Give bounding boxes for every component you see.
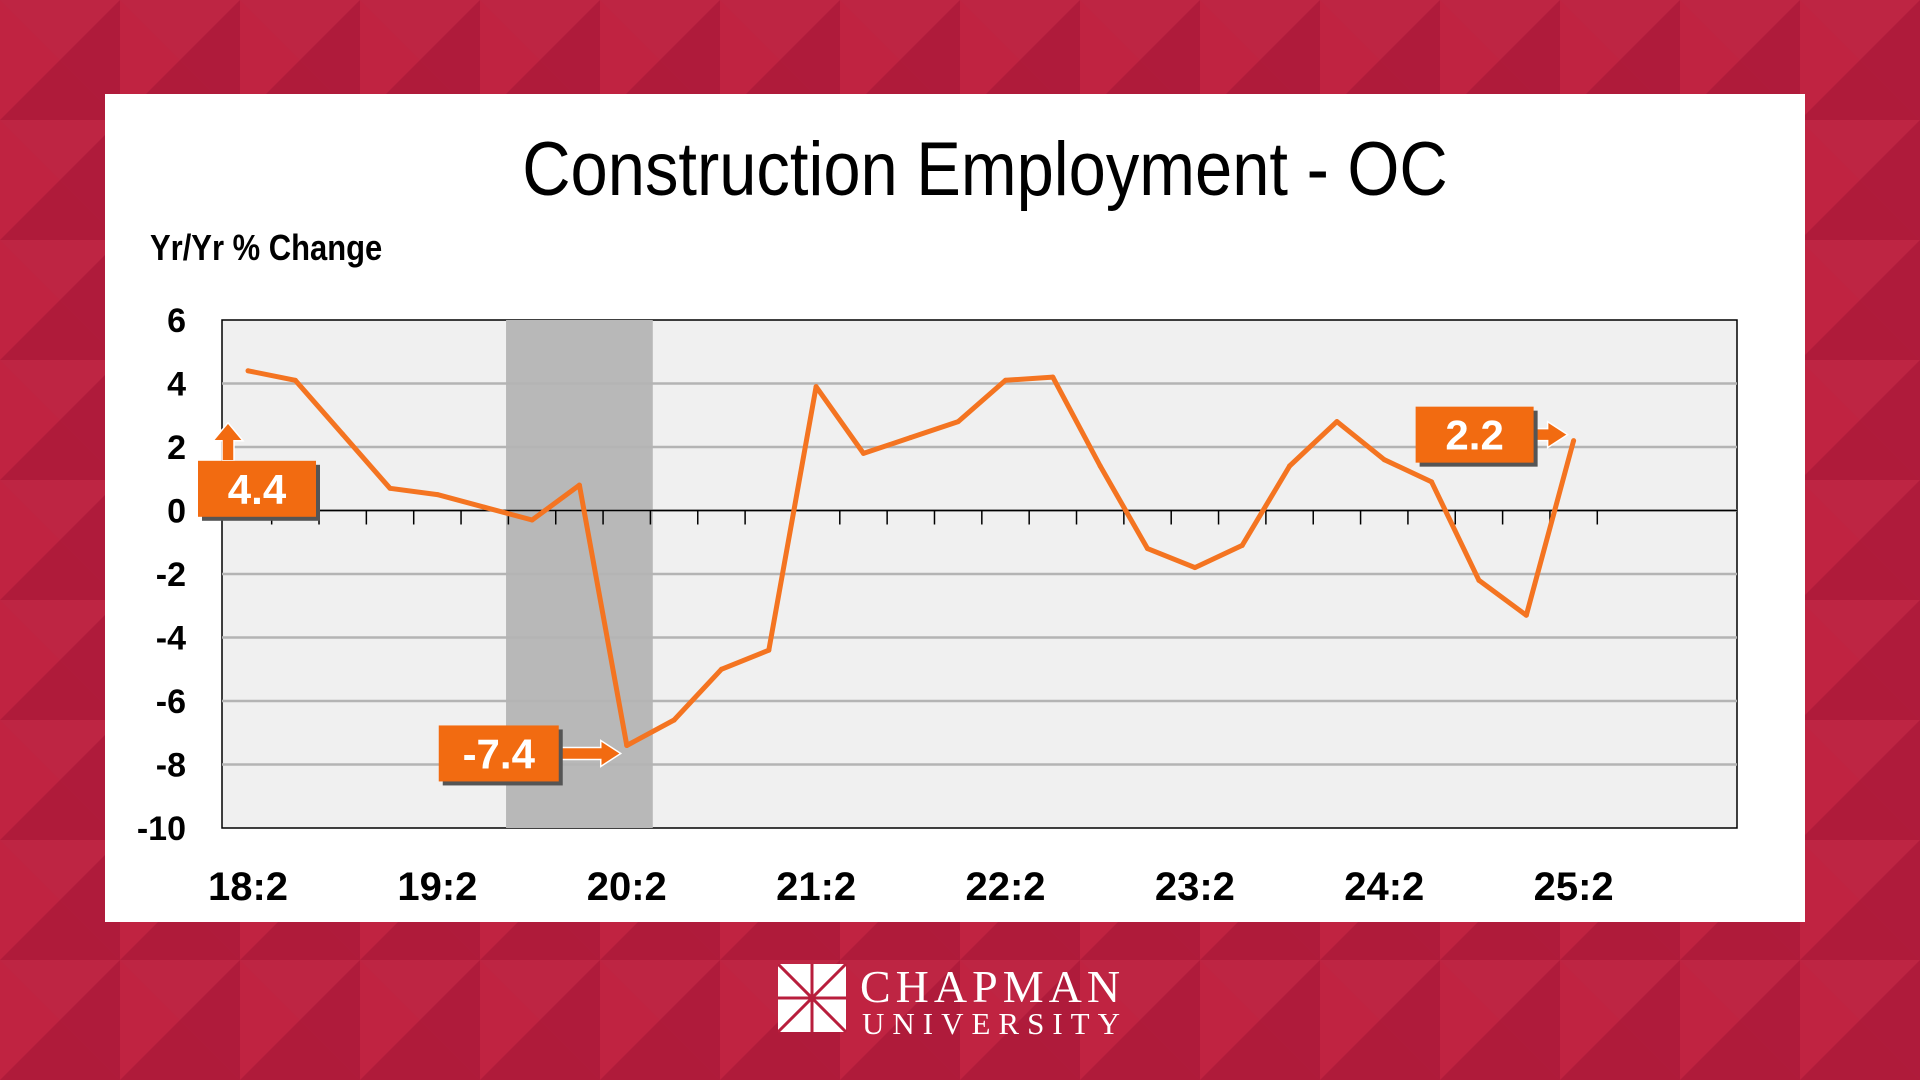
data-point xyxy=(1192,565,1198,571)
data-point xyxy=(576,482,582,488)
x-tick-label: 21:2 xyxy=(776,865,856,909)
data-point xyxy=(529,517,535,523)
y-tick-label: -6 xyxy=(156,683,186,721)
data-point xyxy=(955,419,961,425)
data-point xyxy=(1239,542,1245,548)
data-point xyxy=(908,434,914,440)
callout-box xyxy=(1415,406,1534,463)
y-tick-label: -4 xyxy=(156,620,186,658)
chart-title: Construction Employment - OC xyxy=(522,127,1448,212)
x-tick-label: 23:2 xyxy=(1155,865,1235,909)
y-tick-label: -10 xyxy=(137,810,186,848)
data-point xyxy=(1523,612,1529,618)
callout-label: 4.4 xyxy=(228,466,287,513)
x-tick-label: 24:2 xyxy=(1344,865,1424,909)
data-point xyxy=(1429,479,1435,485)
data-point xyxy=(1050,374,1056,380)
data-point xyxy=(1334,419,1340,425)
data-point xyxy=(1571,438,1577,444)
y-tick-label: 4 xyxy=(167,366,186,404)
callout-arrow xyxy=(211,421,245,462)
callout-box xyxy=(198,460,316,517)
data-point xyxy=(671,717,677,723)
callout-label: 2.2 xyxy=(1445,412,1503,459)
x-tick-label: 20:2 xyxy=(587,865,667,909)
y-tick-label: 0 xyxy=(167,493,186,531)
x-tick-label: 22:2 xyxy=(965,865,1045,909)
data-point xyxy=(340,431,346,437)
x-tick-label: 18:2 xyxy=(208,865,288,909)
brand-subname: UNIVERSITY xyxy=(862,1006,1128,1041)
data-point xyxy=(624,742,630,748)
y-tick-label: -8 xyxy=(156,747,186,785)
callout-arrow xyxy=(558,739,623,768)
x-tick-label: 19:2 xyxy=(397,865,477,909)
chart-canvas: 6 4 2 0 -2 -4 -6 -8 -10 18:2 19:2 20:2 21:2 22:2 23:2 2… xyxy=(137,302,1738,909)
y-axis-label: Yr/Yr % Change xyxy=(150,227,383,268)
data-point xyxy=(434,492,440,498)
data-point xyxy=(1381,457,1387,463)
chapman-window-logo-icon xyxy=(778,964,848,1034)
data-point xyxy=(482,504,488,510)
data-point xyxy=(718,666,724,672)
y-tick-label: 2 xyxy=(167,429,186,467)
data-point xyxy=(1003,377,1008,383)
brand-name: CHAPMAN xyxy=(860,961,1126,1012)
data-point xyxy=(813,384,819,390)
chart-panel: 6 4 2 0 -2 -4 -6 -8 -10 18:2 19:2 20:2 21:2 22:2 23:2 2… xyxy=(105,94,1805,922)
data-point xyxy=(1097,463,1103,469)
y-tick-label: 6 xyxy=(167,302,186,340)
data-point xyxy=(1145,546,1151,552)
data-point xyxy=(292,377,298,383)
callout-label: -7.4 xyxy=(463,730,536,777)
callout-box xyxy=(438,725,559,782)
data-point xyxy=(1287,463,1293,469)
data-point xyxy=(766,647,772,653)
data-point xyxy=(860,450,866,456)
data-point xyxy=(245,368,251,374)
y-tick-label: -2 xyxy=(156,556,186,594)
data-point xyxy=(387,485,393,491)
data-point xyxy=(1476,577,1482,583)
x-tick-label: 25:2 xyxy=(1534,865,1614,909)
